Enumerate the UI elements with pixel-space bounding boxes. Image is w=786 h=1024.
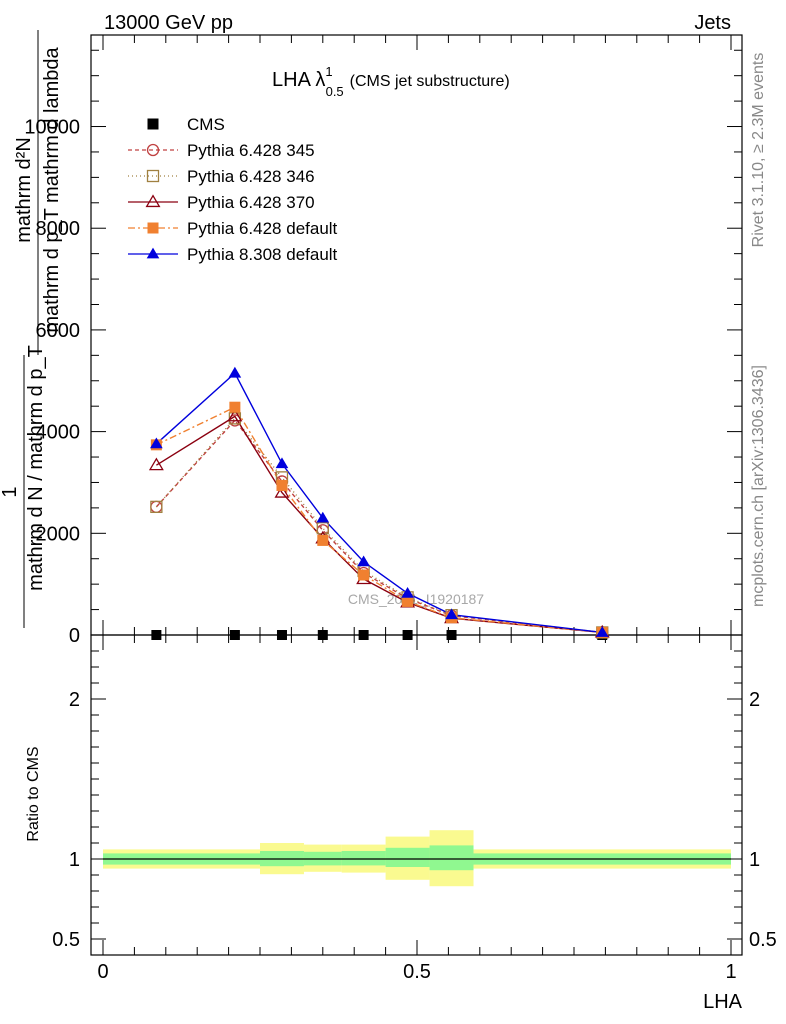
data-point-pythia-6-428-default — [402, 595, 414, 607]
data-point-pythia-8-308-default — [595, 626, 609, 637]
legend-label-pythia-6-428-345: Pythia 6.428 345 — [187, 141, 315, 160]
data-point-pythia-8-308-default — [445, 608, 458, 620]
main-ytick-label: 2000 — [36, 523, 81, 545]
ratio-ytick-label-right: 2 — [749, 689, 760, 711]
data-point-pythia-8-308-default — [357, 555, 370, 567]
main-ytick-label: 4000 — [36, 422, 81, 444]
data-point-cms — [276, 630, 287, 640]
data-point-cms — [358, 630, 369, 640]
data-point-cms — [402, 630, 413, 640]
series-lines — [155, 372, 603, 634]
legend-marker-pythia-6-428-345 — [146, 143, 160, 157]
ratio-ylabel: Ratio to CMS — [25, 746, 42, 841]
data-point-pythia-6-428-default — [358, 569, 370, 581]
legend-marker-pythia-6-428-default — [147, 222, 159, 234]
data-point-pythia-8-308-default — [228, 366, 242, 378]
legend-marker-pythia-6-428-370 — [145, 194, 161, 208]
x-tick-label: 0.5 — [403, 961, 431, 983]
series-line-pythia-6-428-default — [156, 406, 603, 634]
plot-title: LHA λ1 0.5(CMS jet substructure) — [272, 64, 510, 99]
legend-label-pythia-6-428-346: Pythia 6.428 346 — [187, 167, 315, 186]
data-point-pythia-8-308-default — [275, 457, 289, 469]
data-point-pythia-6-428-346 — [150, 500, 163, 514]
x-tick-label: 0 — [97, 961, 108, 983]
data-point-pythia-6-428-370 — [148, 457, 164, 471]
main-ytick-label: 6000 — [36, 320, 81, 342]
legend-label-pythia-8-308-default: Pythia 8.308 default — [187, 245, 338, 264]
data-point-pythia-6-428-default — [276, 480, 288, 492]
data-point-pythia-8-308-default — [150, 437, 163, 449]
series-markers — [148, 366, 610, 640]
series-line-pythia-6-428-346 — [155, 417, 603, 634]
ratio-ytick-label-left: 2 — [69, 689, 80, 711]
band-inner-3 — [341, 851, 386, 866]
legend-marker-pythia-8-308-default — [146, 247, 160, 259]
legend-label-cms: CMS — [187, 115, 225, 134]
rivet-version-label: Rivet 3.1.10, ≥ 2.3M events — [750, 52, 767, 248]
series-line-pythia-6-428-345 — [155, 419, 603, 634]
ratio-ytick-label-right: 0.5 — [749, 929, 777, 951]
main-ytick-label: 8000 — [36, 218, 81, 240]
header-process: Jets — [694, 12, 731, 34]
data-point-pythia-6-428-346 — [316, 522, 329, 535]
data-point-pythia-6-428-370 — [274, 485, 290, 498]
ylabel-one: 1 — [0, 486, 21, 497]
data-point-cms — [317, 630, 328, 640]
data-point-cms — [446, 630, 457, 640]
series-line-pythia-8-308-default — [155, 372, 603, 634]
data-point-pythia-8-308-default — [316, 511, 330, 523]
ylabel-prefactor: mathrm d N / mathrm d p_T — [25, 345, 47, 591]
legend: CMS Pythia 6.428 345 Pythia 6.428 346 Pythi… — [128, 115, 338, 264]
x-axis-label: LHA — [703, 991, 743, 1013]
data-point-cms — [229, 630, 240, 640]
ratio-ytick-label-left: 1 — [69, 849, 80, 871]
band-inner-5 — [429, 845, 474, 871]
data-point-pythia-6-428-370 — [227, 408, 243, 422]
mcplots-label: mcplots.cern.ch [arXiv:1306.3436] — [750, 365, 767, 607]
band-inner-4 — [385, 847, 430, 867]
ratio-ytick-label-right: 1 — [749, 849, 760, 871]
x-tick-label: 1 — [725, 961, 736, 983]
legend-label-pythia-6-428-370: Pythia 6.428 370 — [187, 193, 315, 212]
legend-marker-cms — [147, 118, 159, 130]
ratio-panel-frame — [90, 634, 743, 956]
main-ylabel: mathrm d²N mathrm d p_T mathrm d lambda … — [0, 30, 63, 628]
ratio-bands — [103, 830, 731, 887]
main-ytick-label: 0 — [69, 625, 80, 647]
data-point-cms — [151, 630, 162, 640]
ratio-ytick-label-left: 0.5 — [52, 929, 80, 951]
ylabel-numerator: mathrm d²N — [13, 137, 35, 243]
data-point-pythia-6-428-default — [317, 534, 329, 546]
legend-marker-pythia-6-428-346 — [146, 169, 160, 183]
header-energy: 13000 GeV pp — [104, 12, 233, 34]
legend-label-pythia-6-428-default: Pythia 6.428 default — [187, 219, 338, 238]
analysis-watermark: CMS_2021_I1920187 — [348, 591, 484, 607]
data-point-pythia-6-428-default — [229, 401, 241, 413]
data-point-pythia-8-308-default — [401, 586, 414, 598]
ylabel-denominator: mathrm d p_T mathrm d lambda — [41, 46, 63, 332]
